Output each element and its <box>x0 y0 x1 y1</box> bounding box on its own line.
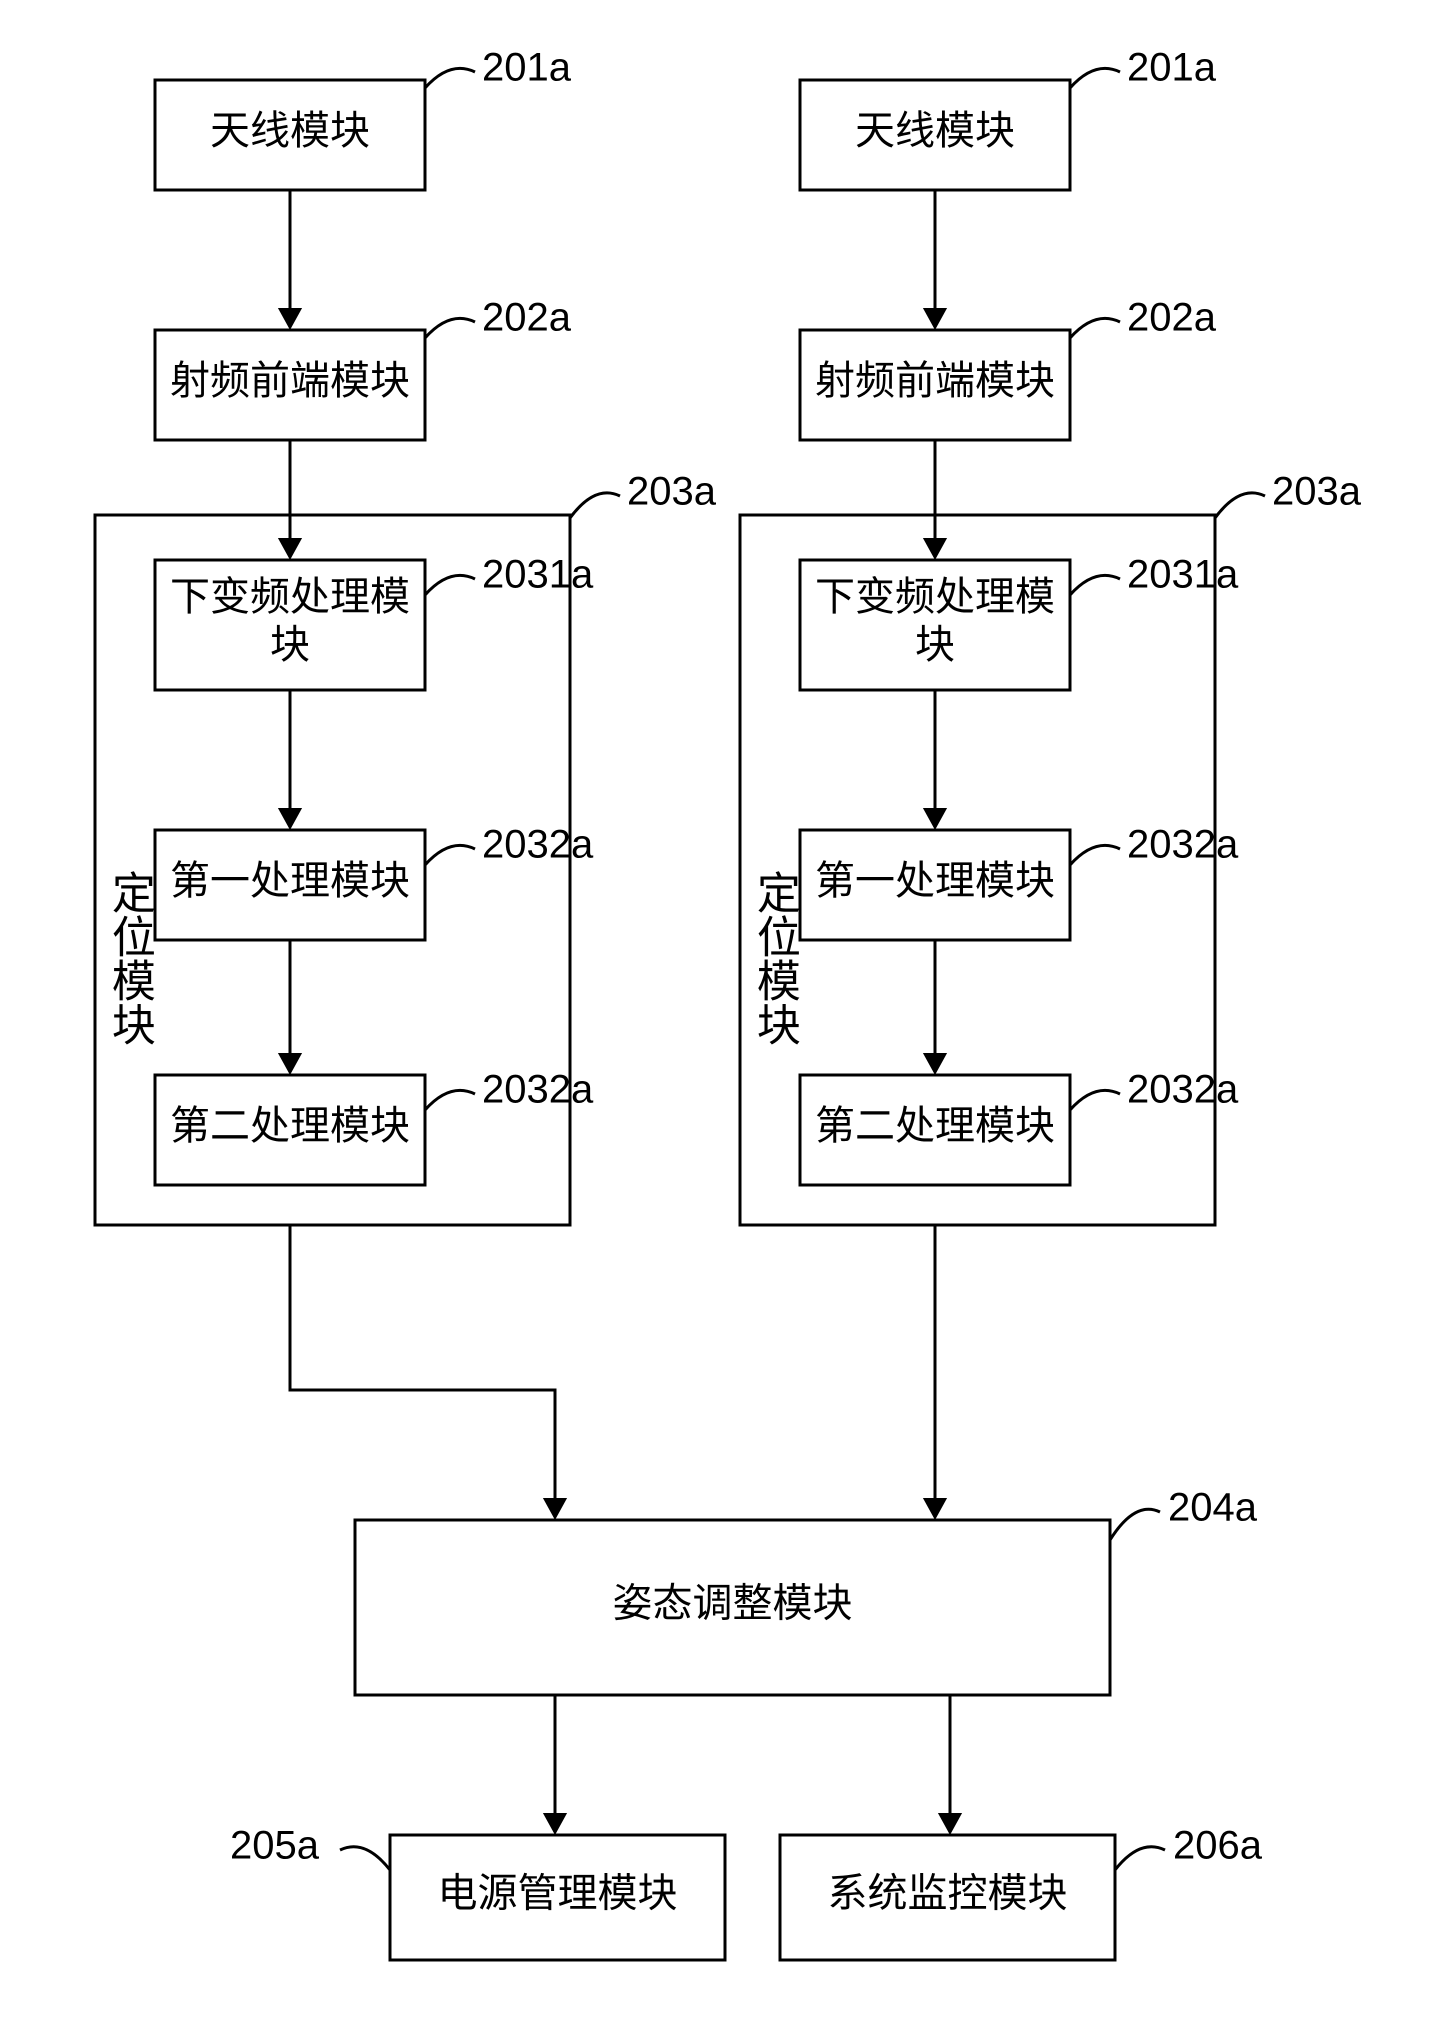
callout-label-antenna_L: 201a <box>482 46 572 90</box>
group-label-loc_R: 定位模块 <box>750 870 800 1046</box>
node-label-rf_L: 射频前端模块 <box>170 358 410 403</box>
callout-label-group_L: 203a <box>627 470 717 514</box>
callout-curve-dcnv_R <box>1070 575 1120 595</box>
callout-label-proc1_L: 2032a <box>482 823 594 867</box>
callout-curve-dcnv_L <box>425 575 475 595</box>
callout-label-group_R: 203a <box>1272 470 1362 514</box>
node-label-antenna_R: 天线模块 <box>855 108 1015 153</box>
node-label-antenna_L: 天线模块 <box>210 108 370 153</box>
group-label-loc_L: 定位模块 <box>105 870 155 1046</box>
callout-curve-monitor <box>1115 1847 1165 1870</box>
callout-curve-antenna_R <box>1070 68 1120 88</box>
node-label-rf_R: 射频前端模块 <box>815 358 1055 403</box>
flowchart-diagram: 定位模块定位模块天线模块天线模块射频前端模块射频前端模块下变频处理模块下变频处理… <box>0 0 1440 2039</box>
callout-curve-power <box>340 1847 390 1870</box>
callout-curve-proc1_L <box>425 845 475 865</box>
callout-label-rf_L: 202a <box>482 296 572 340</box>
node-label-proc2_R: 第二处理模块 <box>815 1103 1055 1148</box>
callout-curve-rf_R <box>1070 318 1120 338</box>
node-label1-dcnv_L: 下变频处理模 <box>170 574 410 619</box>
callout-label-proc1_R: 2032a <box>1127 823 1239 867</box>
callout-label-proc2_L: 2032a <box>482 1068 594 1112</box>
callout-label-power: 205a <box>230 1824 320 1868</box>
node-label-proc1_R: 第一处理模块 <box>815 858 1055 903</box>
callout-label-pose: 204a <box>1168 1486 1258 1530</box>
callout-curve-group_L <box>570 493 620 518</box>
callout-label-dcnv_R: 2031a <box>1127 553 1239 597</box>
node-label-monitor: 系统监控模块 <box>828 1871 1068 1916</box>
callout-label-rf_R: 202a <box>1127 296 1217 340</box>
node-label-power: 电源管理模块 <box>438 1871 678 1916</box>
callout-label-dcnv_L: 2031a <box>482 553 594 597</box>
node-label2-dcnv_L: 块 <box>270 622 310 667</box>
node-label-proc2_L: 第二处理模块 <box>170 1103 410 1148</box>
callout-curve-antenna_L <box>425 68 475 88</box>
node-label-pose: 姿态调整模块 <box>613 1581 853 1626</box>
callout-curve-proc2_R <box>1070 1090 1120 1110</box>
callout-curve-pose <box>1110 1509 1160 1540</box>
callout-label-monitor: 206a <box>1173 1824 1263 1868</box>
callout-label-antenna_R: 201a <box>1127 46 1217 90</box>
callout-curve-proc2_L <box>425 1090 475 1110</box>
node-label2-dcnv_R: 块 <box>915 622 955 667</box>
node-label-proc1_L: 第一处理模块 <box>170 858 410 903</box>
callout-curve-proc1_R <box>1070 845 1120 865</box>
callout-curve-rf_L <box>425 318 475 338</box>
callout-curve-group_R <box>1215 493 1265 518</box>
callout-label-proc2_R: 2032a <box>1127 1068 1239 1112</box>
node-label1-dcnv_R: 下变频处理模 <box>815 574 1055 619</box>
